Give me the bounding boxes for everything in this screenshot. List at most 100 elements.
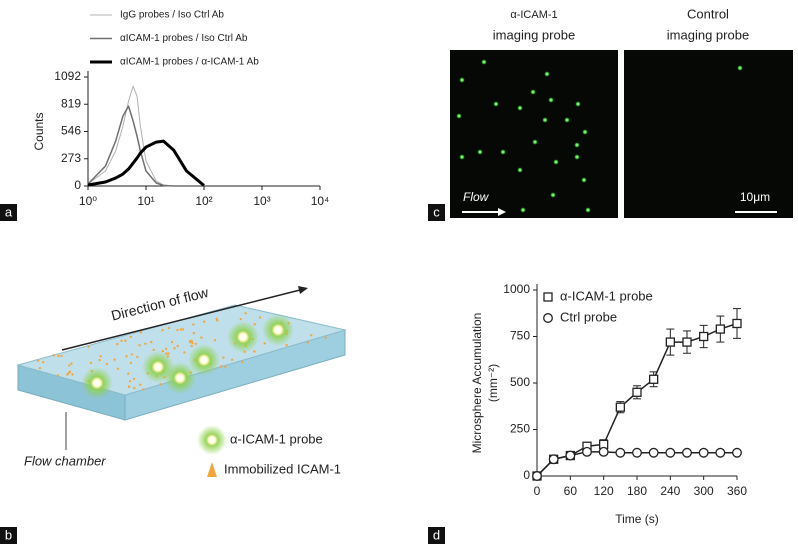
ligand-icon bbox=[207, 462, 217, 477]
marker bbox=[615, 447, 626, 458]
ligand-dot bbox=[42, 360, 45, 364]
ligand-dot bbox=[130, 353, 133, 356]
panel-label-box bbox=[428, 204, 445, 221]
image-panel bbox=[624, 50, 793, 218]
fluorescent-dot bbox=[520, 207, 526, 213]
ligand-dot bbox=[192, 323, 195, 326]
image-title: α-ICAM-1 bbox=[510, 9, 557, 21]
marker bbox=[632, 387, 642, 397]
legend-label: IgG probes / Iso Ctrl Ab bbox=[120, 10, 224, 21]
x-tick-label: 60 bbox=[564, 484, 578, 498]
flow-arrow-head bbox=[498, 208, 506, 216]
direction-arrow bbox=[61, 289, 301, 351]
ligand-dot bbox=[179, 328, 182, 331]
fluorescent-dot bbox=[532, 139, 538, 145]
ligand-dot bbox=[87, 345, 90, 348]
ligand-dot bbox=[113, 358, 116, 361]
marker bbox=[665, 337, 675, 347]
ligand-dot bbox=[192, 331, 195, 335]
image-title: imaging probe bbox=[667, 27, 749, 42]
x-tick-label: 10⁰ bbox=[79, 194, 97, 208]
ligand-dot bbox=[253, 323, 256, 326]
y-tick-label: 1092 bbox=[54, 69, 81, 83]
marker bbox=[648, 447, 659, 458]
ligand-dot bbox=[194, 342, 197, 345]
fluorescent-dot bbox=[493, 101, 499, 107]
fluorescent-dot bbox=[544, 71, 550, 77]
ligand-dot bbox=[129, 361, 133, 365]
fluorescent-dot bbox=[481, 59, 487, 65]
ligand-dot bbox=[176, 344, 179, 348]
y-tick-label: 750 bbox=[510, 329, 530, 343]
ligand-dot bbox=[142, 388, 145, 391]
fluorescent-dot bbox=[459, 77, 465, 83]
fluorescent-dot bbox=[564, 117, 570, 123]
ligand-dot bbox=[324, 336, 327, 339]
probe-core bbox=[176, 374, 184, 382]
ligand-dot bbox=[258, 316, 262, 319]
ligand-dot bbox=[253, 350, 256, 353]
ligand-dot bbox=[66, 373, 69, 376]
ligand-dot bbox=[241, 360, 244, 364]
marker bbox=[732, 447, 742, 458]
panel-label: c bbox=[433, 204, 440, 219]
fluorescent-dot bbox=[581, 177, 587, 183]
marker bbox=[649, 374, 659, 384]
scale-label: 10μm bbox=[740, 190, 770, 204]
fluorescent-dot bbox=[575, 101, 581, 107]
ligand-dot bbox=[71, 373, 74, 376]
image-title: Control bbox=[687, 6, 729, 21]
ligand-dot bbox=[230, 358, 234, 361]
marker bbox=[632, 447, 642, 458]
fluorescent-dot bbox=[456, 113, 462, 119]
ligand-dot bbox=[67, 371, 70, 375]
fluorescent-dot bbox=[517, 167, 523, 173]
marker bbox=[598, 446, 609, 457]
ligand-dot bbox=[263, 342, 266, 345]
probe-core bbox=[200, 356, 208, 364]
fluorescent-dot bbox=[517, 105, 523, 111]
image-panel bbox=[450, 50, 618, 218]
ligand-dot bbox=[285, 344, 288, 347]
ligand-dot bbox=[139, 331, 143, 334]
ligand-dot bbox=[127, 372, 130, 375]
ligand-dot bbox=[310, 334, 313, 337]
marker bbox=[565, 450, 576, 461]
ligand-dot bbox=[189, 339, 192, 343]
probe-icon-core bbox=[208, 436, 216, 444]
ligand-dot bbox=[170, 340, 174, 344]
ligand-dot bbox=[133, 386, 136, 390]
direction-arrow-head bbox=[298, 286, 308, 294]
marker bbox=[715, 447, 726, 458]
ligand-dot bbox=[161, 329, 164, 332]
x-tick-label: 120 bbox=[594, 484, 614, 498]
ligand-dot bbox=[239, 318, 242, 321]
marker bbox=[682, 337, 692, 347]
ligand-dot bbox=[219, 365, 223, 368]
ligand-dot bbox=[98, 358, 101, 362]
ligand-dot bbox=[120, 339, 123, 342]
chamber-label: Flow chamber bbox=[24, 453, 106, 468]
fluorescent-dot bbox=[500, 149, 506, 155]
y-tick-label: 1000 bbox=[503, 282, 530, 296]
fluorescent-dot bbox=[548, 97, 554, 103]
fluorescent-dot bbox=[542, 117, 548, 123]
probe-core bbox=[93, 379, 101, 387]
ligand-dot bbox=[116, 342, 119, 346]
legend-label: α-ICAM-1 probe bbox=[560, 288, 653, 303]
y-tick-label: 273 bbox=[61, 151, 81, 165]
x-axis-label: Time (s) bbox=[615, 512, 659, 526]
x-tick-label: 10² bbox=[195, 194, 212, 208]
legend-marker bbox=[543, 313, 553, 323]
fluorescent-dot bbox=[737, 65, 743, 71]
ligand-dot bbox=[152, 348, 155, 352]
y-tick-label: 0 bbox=[523, 468, 530, 482]
fluorescent-dot bbox=[553, 159, 559, 165]
ligand-dot bbox=[144, 342, 147, 345]
legend-label: αICAM-1 probes / Iso Ctrl Ab bbox=[120, 33, 248, 44]
x-tick-label: 240 bbox=[660, 484, 680, 498]
ligand-dot bbox=[56, 374, 60, 377]
marker bbox=[548, 454, 559, 465]
fluorescent-dot bbox=[550, 192, 556, 198]
